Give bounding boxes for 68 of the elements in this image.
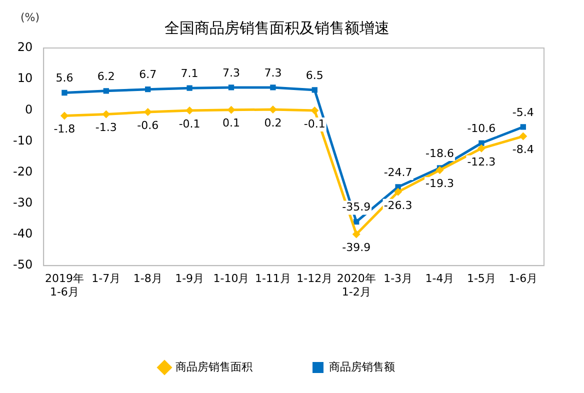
data-label: 7.3 [222,66,240,80]
data-label: -8.4 [512,143,534,156]
point [102,110,110,118]
y-tick-label: 10 [17,71,33,86]
point [520,124,526,130]
data-label: 7.3 [264,66,282,80]
point [145,86,151,92]
data-label: -5.4 [512,106,534,119]
data-label: -19.3 [426,177,454,190]
data-label: -35.9 [342,200,371,214]
x-tick-label: 2020年 1-2月 [336,272,376,298]
x-tick-label: 1-6月 [508,272,538,286]
point [478,140,484,146]
x-tick-label: 1-12月 [296,272,333,286]
data-label: 0.2 [264,116,282,130]
chart-title: 全国商品房销售面积及销售额增速 [164,18,390,37]
x-tick-label: 1-10月 [213,272,250,286]
data-label: -0.1 [304,117,326,130]
point [352,230,360,238]
y-tick-label: -20 [12,164,33,178]
x-tick-label: 1-4月 [425,272,454,286]
y-tick-label: -40 [12,226,33,241]
data-label: -1.3 [95,121,117,134]
data-label: -39.9 [342,241,371,254]
data-label: -1.8 [54,122,76,136]
point [394,188,402,196]
x-tick-label: 1-9月 [175,272,204,286]
x-tick-label: 1-7月 [92,272,121,286]
data-label: 0.1 [222,116,240,130]
data-label: -0.6 [137,118,159,132]
point [477,144,486,152]
data-label: 6.2 [97,70,115,83]
point [144,108,152,116]
y-tick-label: -30 [12,196,33,210]
point [354,218,360,225]
y-tick-label: 0 [24,102,33,116]
x-tick-label: 1-8月 [133,272,162,286]
data-label: 6.7 [139,68,157,82]
point [436,166,444,174]
legend-label: 商品房销售面积 [176,360,252,374]
point [519,132,528,140]
point [270,84,276,90]
x-tick-label: 1-11月 [254,272,291,286]
data-label: -0.1 [178,117,200,130]
y-tick-label: -10 [12,133,33,148]
point [312,87,318,93]
data-label: 7.1 [180,66,198,80]
y-axis-title: (%) [20,10,40,24]
point [310,106,319,114]
y-tick-label: -50 [12,258,33,272]
point [186,85,192,91]
x-tick-label: 1-3月 [384,272,413,286]
data-label: 5.6 [56,72,74,85]
data-label: -26.3 [384,198,412,212]
point [227,106,236,114]
legend-label: 商品房销售额 [329,360,395,374]
data-label: -18.6 [426,146,454,160]
x-tick-label: 1-5月 [466,272,496,286]
point [228,84,234,90]
point [103,88,109,94]
data-label: -12.3 [467,155,496,168]
x-tick-label: 2019年 1-6月 [44,272,84,298]
point [62,90,68,96]
y-tick-label: 20 [17,40,33,54]
data-label: 6.5 [306,68,324,82]
data-label: -10.6 [467,122,496,135]
point [60,112,68,120]
data-label: -24.7 [384,166,412,179]
